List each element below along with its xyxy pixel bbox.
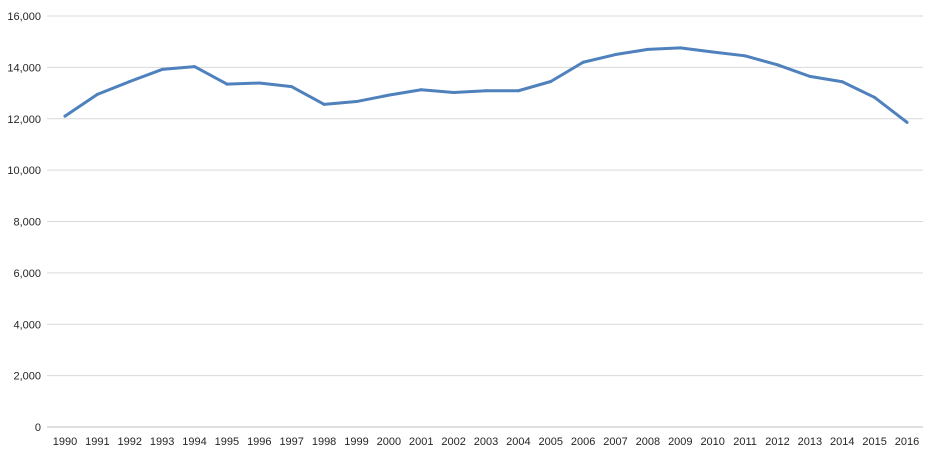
- x-tick-label: 2016: [895, 436, 919, 448]
- data-point: [257, 81, 261, 85]
- data-point: [905, 120, 909, 124]
- gridlines: [47, 15, 923, 428]
- x-tick-label: 2007: [603, 436, 627, 448]
- x-tick-label: 2012: [765, 436, 789, 448]
- data-point: [743, 54, 747, 58]
- data-point: [63, 114, 67, 118]
- data-point: [678, 46, 682, 50]
- y-tick-label: 16,000: [7, 11, 41, 23]
- x-tick-label: 2014: [830, 436, 854, 448]
- x-tick-label: 1990: [53, 436, 77, 448]
- x-tick-label: 2004: [506, 436, 530, 448]
- x-tick-label: 1994: [182, 436, 206, 448]
- data-point: [225, 82, 229, 86]
- x-tick-label: 1999: [344, 436, 368, 448]
- data-point: [160, 67, 164, 71]
- data-point: [95, 92, 99, 96]
- series-lines: [63, 46, 909, 124]
- x-tick-label: 2015: [862, 436, 886, 448]
- y-tick-label: 6,000: [13, 268, 41, 280]
- y-tick-label: 2,000: [13, 371, 41, 383]
- x-tick-label: 2003: [474, 436, 498, 448]
- data-point: [387, 93, 391, 97]
- x-tick-label: 1995: [215, 436, 239, 448]
- data-point: [808, 74, 812, 78]
- data-point: [128, 80, 132, 84]
- x-tick-label: 1991: [85, 436, 109, 448]
- data-point: [646, 47, 650, 51]
- data-point: [419, 88, 423, 92]
- y-tick-label: 12,000: [7, 114, 41, 126]
- data-point: [549, 80, 553, 84]
- data-point: [193, 65, 197, 69]
- data-point: [775, 63, 779, 67]
- x-tick-label: 1997: [279, 436, 303, 448]
- data-point: [354, 100, 358, 104]
- x-tick-label: 2009: [668, 436, 692, 448]
- x-tick-label: 2000: [377, 436, 401, 448]
- data-point: [290, 85, 294, 89]
- x-tick-label: 1998: [312, 436, 336, 448]
- data-point: [711, 50, 715, 54]
- y-tick-label: 10,000: [7, 165, 41, 177]
- x-tick-label: 1996: [247, 436, 271, 448]
- series-line: [63, 46, 909, 124]
- data-point: [322, 102, 326, 106]
- x-tick-label: 2001: [409, 436, 433, 448]
- x-tick-label: 2008: [636, 436, 660, 448]
- x-tick-label: 2010: [700, 436, 724, 448]
- x-tick-label: 2011: [733, 436, 757, 448]
- data-point: [452, 91, 456, 95]
- y-tick-label: 4,000: [13, 319, 41, 331]
- y-tick-label: 14,000: [7, 62, 41, 74]
- x-tick-label: 2013: [798, 436, 822, 448]
- y-tick-label: 0: [35, 422, 41, 434]
- data-point: [516, 89, 520, 93]
- x-tick-label: 1992: [118, 436, 142, 448]
- data-point: [840, 80, 844, 84]
- data-point: [484, 89, 488, 93]
- data-point: [614, 53, 618, 57]
- x-tick-label: 2006: [571, 436, 595, 448]
- x-tick-label: 1993: [150, 436, 174, 448]
- data-point: [581, 60, 585, 64]
- x-tick-label: 2002: [441, 436, 465, 448]
- x-axis-tick-labels: 1990 1991 1992 1993 1994 1995 1996 1997 1998 1999…: [53, 436, 919, 448]
- y-tick-label: 8,000: [13, 217, 41, 229]
- y-axis-tick-labels: 0 2,000 4,000 6,000 8,000 10,000 12,000 14,000 1…: [7, 11, 41, 434]
- x-tick-label: 2005: [539, 436, 563, 448]
- data-point: [873, 95, 877, 99]
